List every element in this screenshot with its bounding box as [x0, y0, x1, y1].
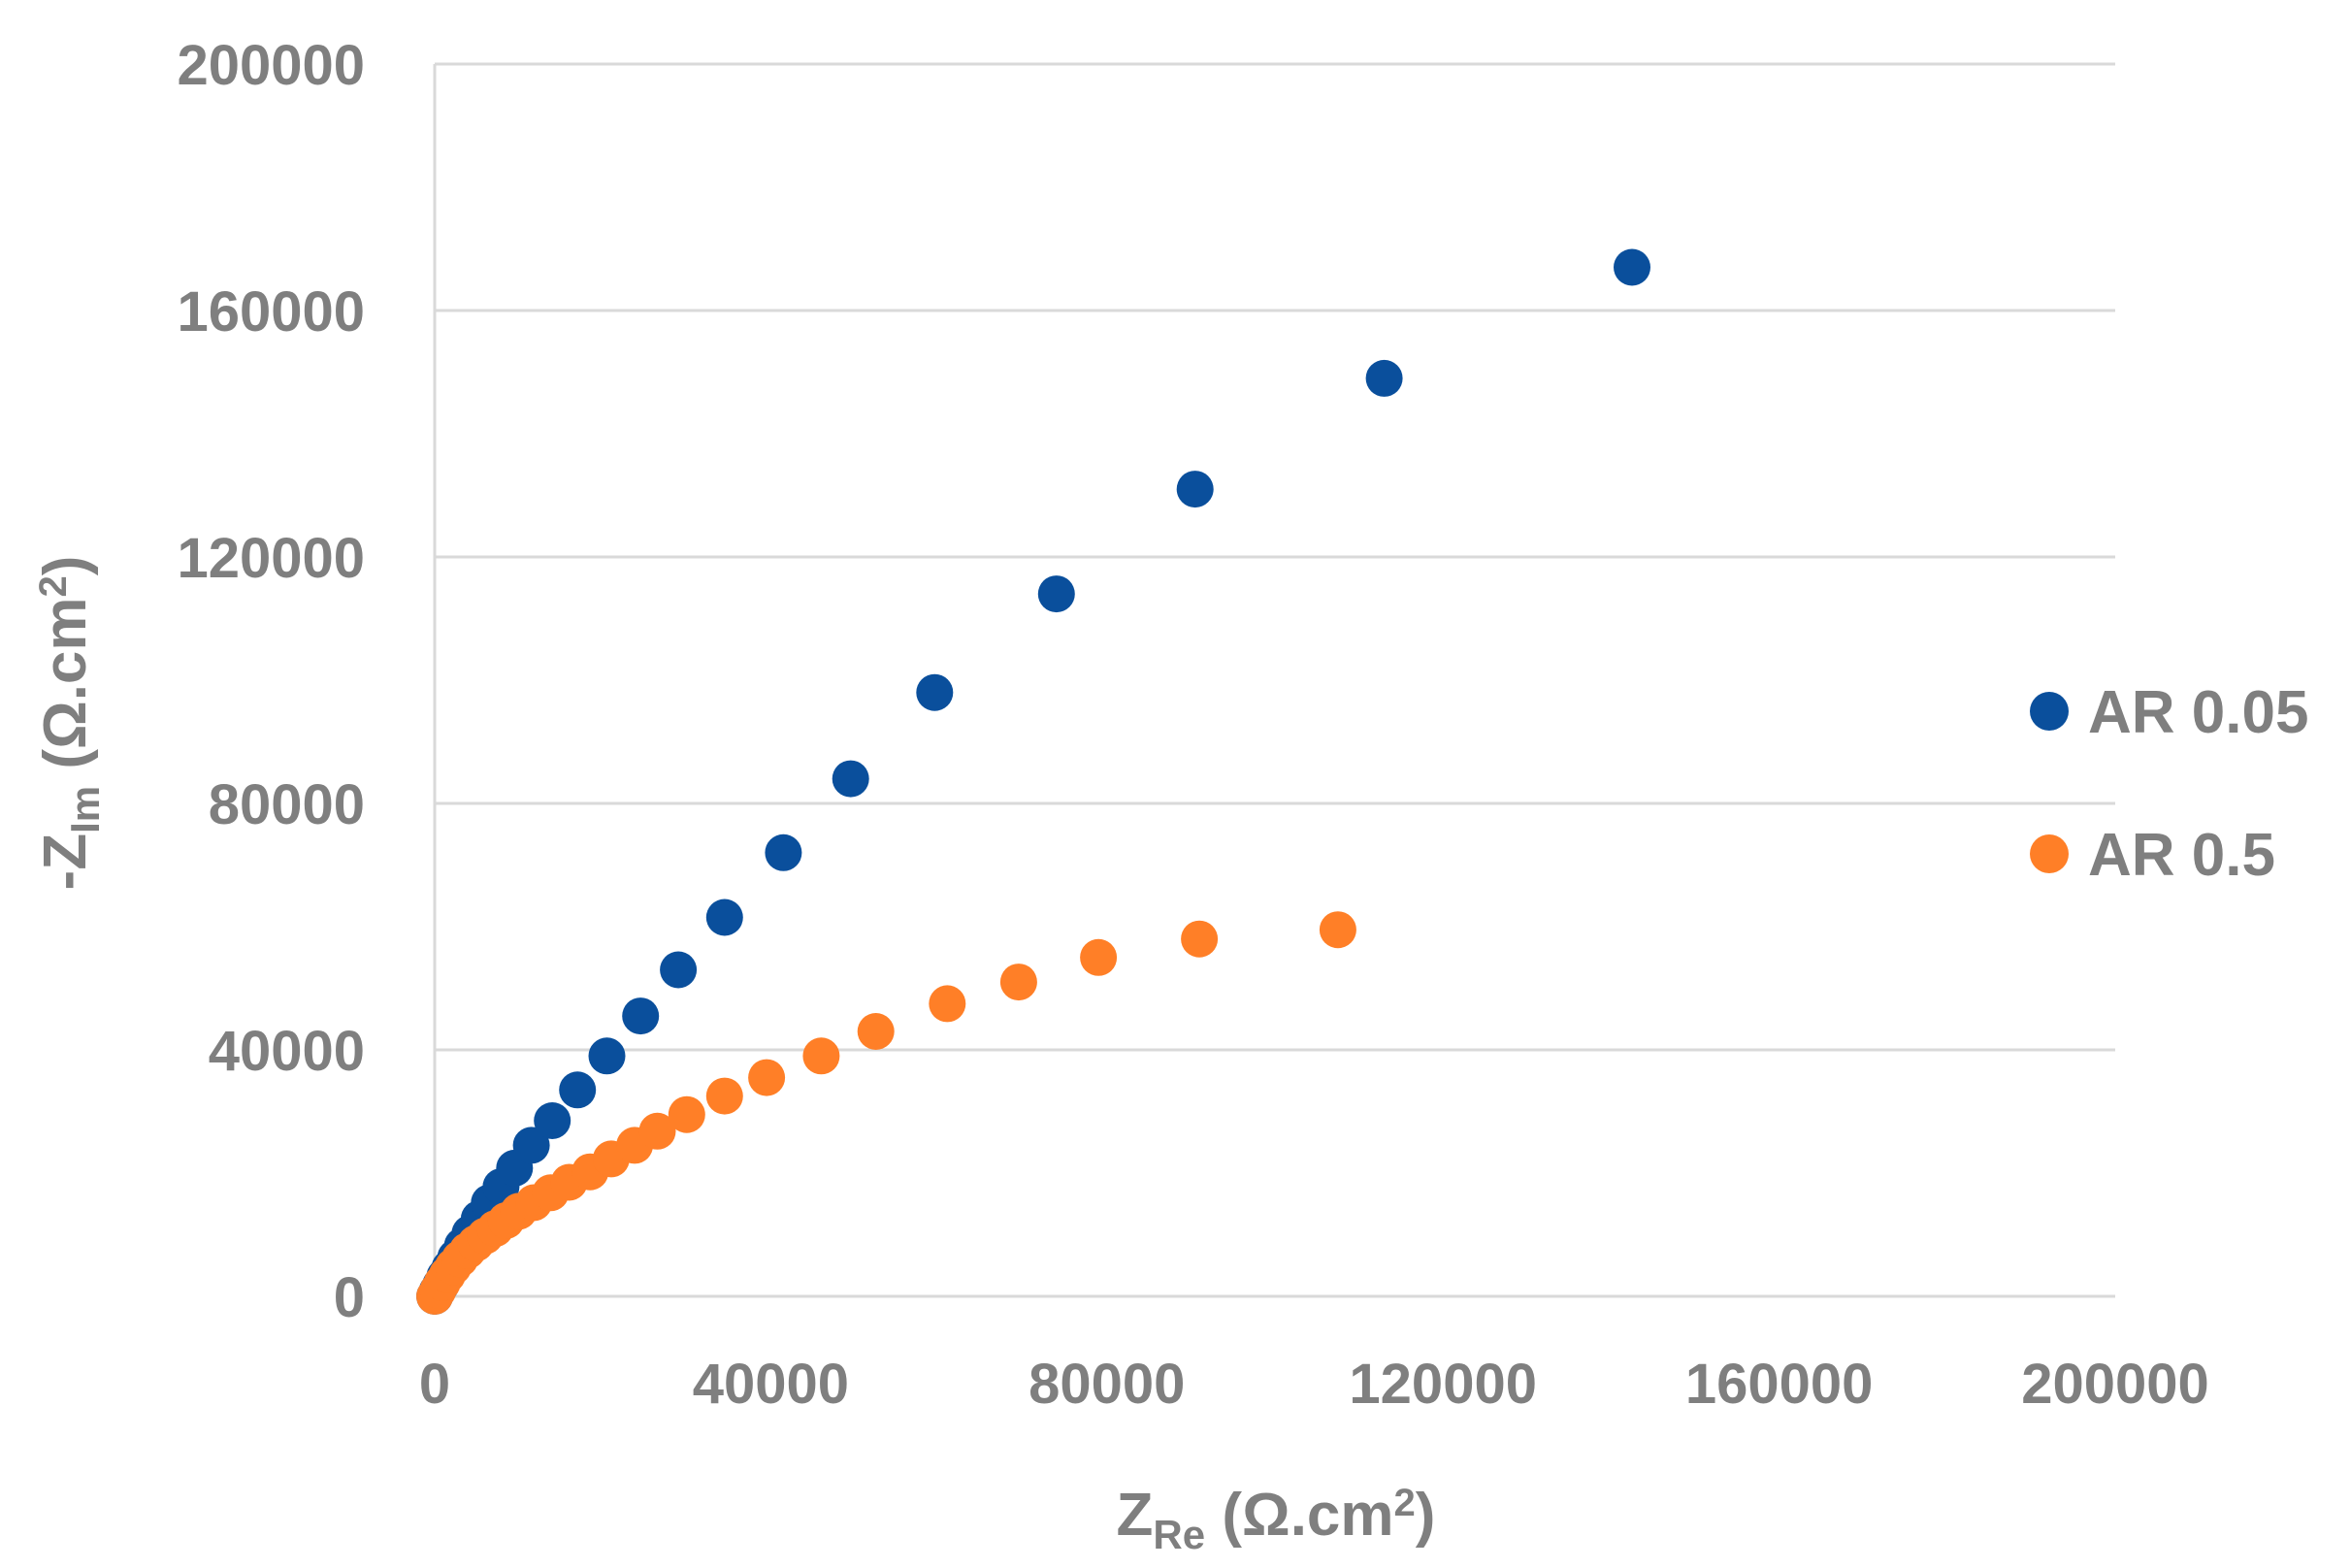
x-axis-title-main: Z [1117, 1482, 1154, 1549]
data-point [1365, 359, 1403, 397]
y-tick-label-2: 80000 [209, 773, 365, 836]
legend: AR 0.05 AR 0.5 [2030, 679, 2308, 889]
x-tick-label-1: 40000 [693, 1353, 849, 1416]
y-axis-title-unit: (Ω.cm [32, 597, 99, 785]
data-point [588, 1037, 626, 1075]
x-axis-title-subscript: Re [1153, 1512, 1205, 1557]
y-tick-label-0: 0 [334, 1266, 365, 1329]
data-point [929, 985, 966, 1023]
data-point [660, 951, 698, 989]
x-tick-label-2: 80000 [1029, 1353, 1185, 1416]
legend-label-ar-05: AR 0.5 [2088, 822, 2275, 889]
data-point [534, 1102, 571, 1139]
axes [433, 64, 2115, 1298]
data-point [1176, 471, 1214, 508]
data-point [705, 898, 743, 936]
x-axis-title: ZRe (Ω.cm2) [1117, 1482, 1436, 1557]
x-tick-label-5: 200000 [2021, 1353, 2209, 1416]
data-point [1181, 920, 1219, 958]
x-tick-label-0: 0 [419, 1353, 450, 1416]
data-point [1037, 575, 1075, 613]
y-tick-label-4: 160000 [177, 280, 365, 343]
x-axis-title-superscript: 2 [1394, 1482, 1416, 1524]
legend-label-ar-005: AR 0.05 [2088, 679, 2308, 746]
data-point [1614, 248, 1650, 286]
data-point [802, 1037, 840, 1075]
y-tick-labels: 0 40000 80000 120000 160000 200000 [177, 34, 365, 1329]
data-point [559, 1071, 597, 1109]
data-point [765, 833, 802, 871]
legend-marker-ar-05 [2030, 834, 2069, 873]
data-point [832, 760, 869, 798]
y-axis-title-close: ) [32, 556, 99, 576]
legend-marker-ar-005 [2030, 692, 2069, 731]
series-ar-0-5 [416, 911, 1356, 1315]
x-tick-label-4: 160000 [1685, 1353, 1874, 1416]
x-axis-title-unit: (Ω.cm [1205, 1482, 1393, 1549]
data-point [638, 1112, 676, 1150]
gridlines [435, 62, 2115, 1052]
y-tick-label-3: 120000 [177, 527, 365, 590]
y-tick-label-5: 200000 [177, 34, 365, 97]
data-point [857, 1013, 895, 1050]
y-tick-label-1: 40000 [209, 1020, 365, 1083]
x-tick-labels: 0 40000 80000 120000 160000 200000 [419, 1353, 2209, 1416]
data-point [916, 673, 954, 711]
y-axis-title-superscript: 2 [32, 575, 75, 597]
data-points [416, 248, 1650, 1315]
x-axis-title-close: ) [1416, 1482, 1436, 1549]
data-point [705, 1077, 743, 1115]
data-point [622, 997, 660, 1035]
y-axis-title-main: -Z [32, 833, 99, 891]
y-axis-title: -ZIm (Ω.cm2) [32, 556, 108, 891]
y-axis-title-subscript: Im [62, 786, 108, 833]
data-point [668, 1095, 705, 1133]
data-point [1080, 938, 1118, 976]
data-point [748, 1059, 786, 1096]
data-point [1319, 911, 1356, 949]
x-tick-label-3: 120000 [1349, 1353, 1537, 1416]
data-point [512, 1127, 550, 1164]
data-point [999, 964, 1037, 1001]
